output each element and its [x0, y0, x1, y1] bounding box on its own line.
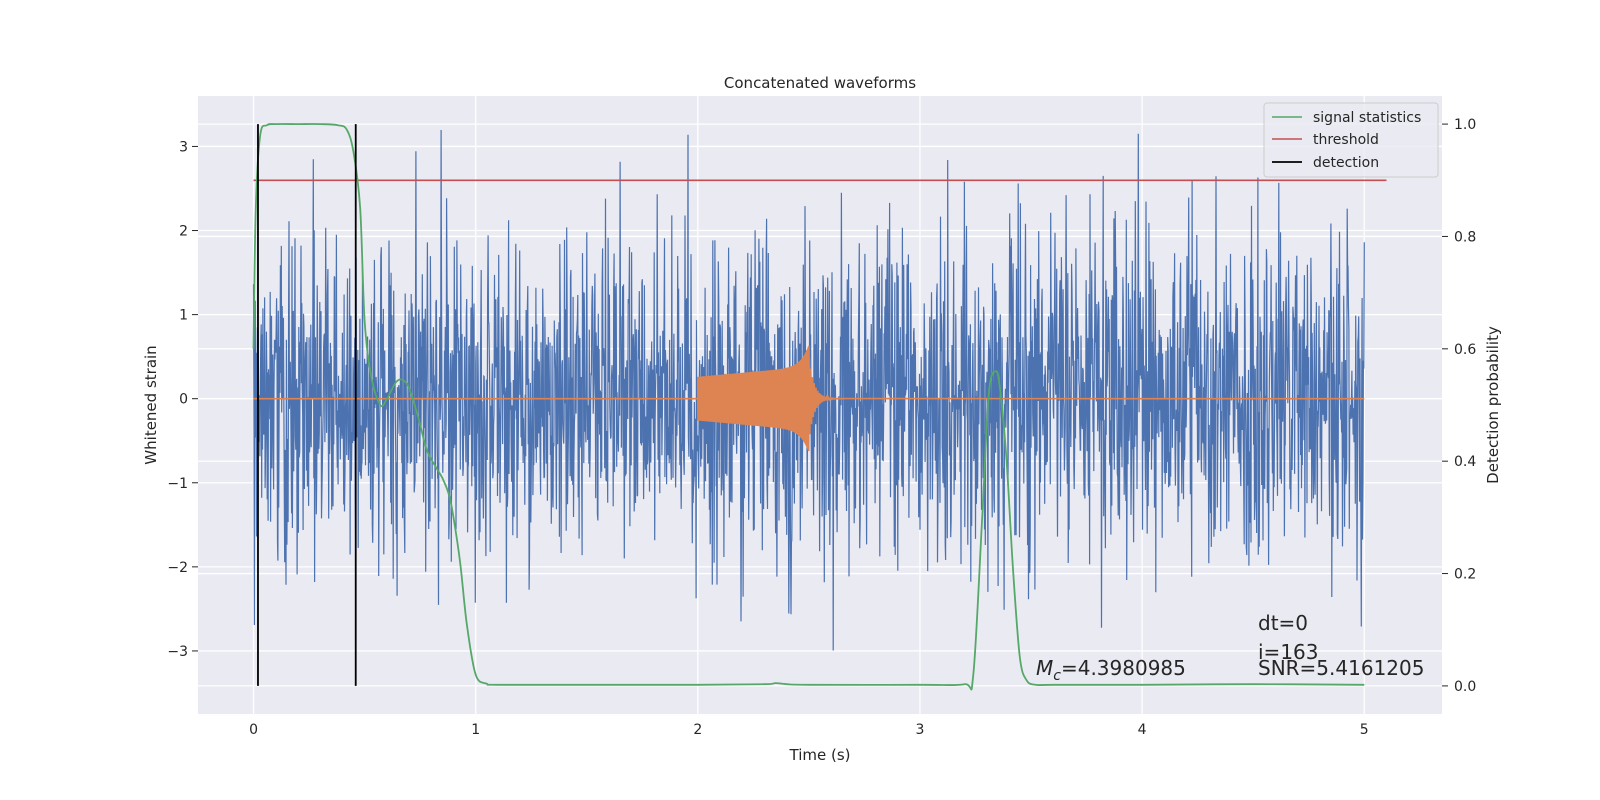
series-signal-statistics	[252, 123, 1365, 691]
y-tick-label-right: 0.4	[1454, 454, 1476, 470]
y-tick-label-right: 0.8	[1454, 229, 1476, 245]
annotation-i: i=163	[1258, 640, 1319, 664]
annotation-mc: Mc=4.3980985	[1036, 656, 1186, 684]
annotations: Mc=4.3980985 dt=0 i=163 SNR=5.4161205	[1036, 611, 1424, 684]
x-tick-label: 1	[471, 722, 480, 738]
annotation-snr: SNR=5.4161205	[1258, 656, 1424, 680]
y-tick-label-left: 1	[179, 308, 188, 324]
y-tick-label-left: −3	[167, 644, 188, 660]
y-tick-label-right: 0.6	[1454, 342, 1476, 358]
legend-label-signal-statistics: signal statistics	[1313, 110, 1421, 126]
x-tick-label: 0	[249, 722, 258, 738]
x-tick-label: 5	[1360, 722, 1369, 738]
y-tick-label-left: −2	[167, 560, 188, 576]
chart-title: Concatenated waveforms	[724, 74, 916, 92]
y-tick-label-left: 3	[179, 139, 188, 155]
legend-label-threshold: threshold	[1313, 132, 1379, 148]
y-tick-label-left: −1	[167, 476, 188, 492]
y-tick-label-left: 0	[179, 392, 188, 408]
series-template-chirp	[253, 345, 1365, 452]
y-axis-label-left: Whitened strain	[142, 345, 160, 464]
x-tick-label: 2	[693, 722, 702, 738]
tick-labels: 0 1 2 3 4 5 −3 −2 −1 0 1 2 3 0.0 0.2 0.4 0.6 0.8 1.0	[167, 117, 1476, 738]
y-tick-label-right: 0.0	[1454, 679, 1476, 695]
plot-data	[252, 123, 1387, 691]
legend-label-detection: detection	[1313, 155, 1379, 171]
x-axis-label: Time (s)	[789, 746, 851, 764]
y-tick-label-left: 2	[179, 224, 188, 240]
legend-box	[1263, 102, 1439, 178]
annotation-dt: dt=0	[1258, 611, 1308, 635]
x-tick-label: 3	[916, 722, 925, 738]
annotation-mc-value: =4.3980985	[1061, 656, 1186, 680]
y-tick-label-right: 1.0	[1454, 117, 1476, 133]
y-axis-label-right: Detection probability	[1484, 326, 1502, 484]
x-tick-label: 4	[1138, 722, 1147, 738]
y-tick-label-right: 0.2	[1454, 567, 1476, 583]
legend: signal statistics threshold detection	[1263, 102, 1439, 178]
